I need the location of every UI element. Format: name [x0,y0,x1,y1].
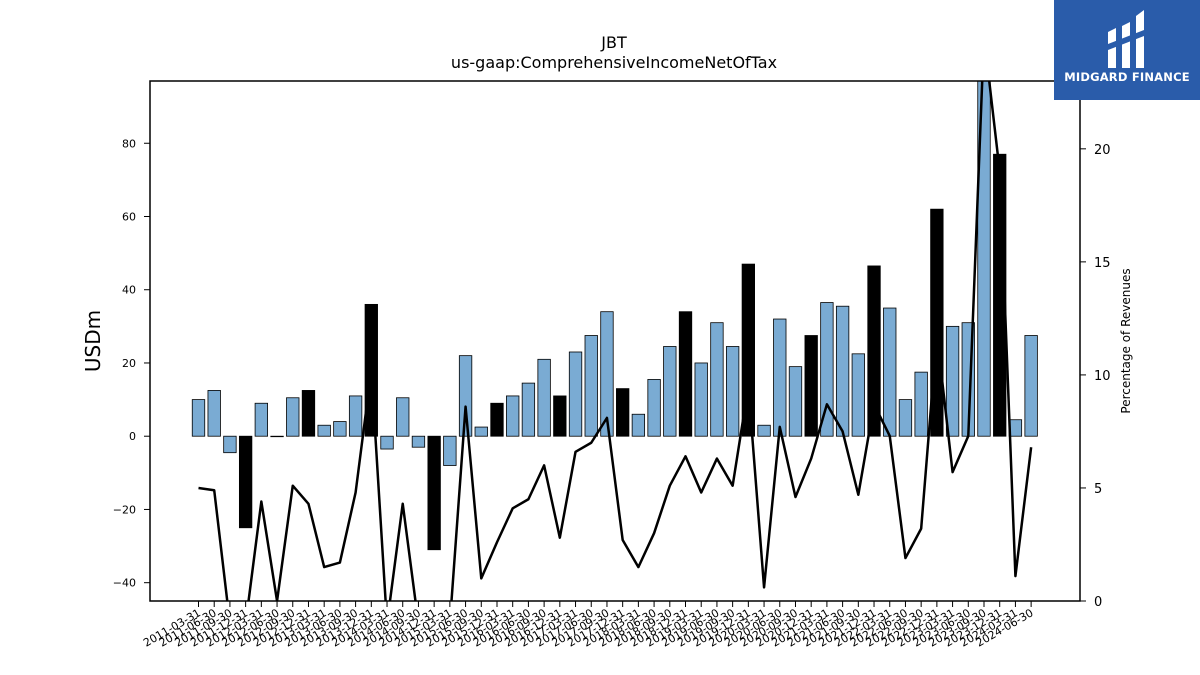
bar-2018-12-31 [678,311,693,437]
bar-2014-12-31 [427,435,441,551]
y2-tick-label: 15 [1094,256,1111,271]
y2-tick-label: 20 [1094,143,1111,158]
bar-2011-09-30 [223,435,237,454]
bar-2016-03-31 [506,395,520,437]
bar-2022-03-31 [883,307,897,437]
y-tick-label: 20 [122,357,136,370]
line-group [198,81,1033,601]
logo-text: MIDGARD FINANCE [1064,70,1190,84]
bar-2013-06-30 [333,421,347,437]
bar-2013-09-30 [348,395,363,437]
bar-2024-06-30 [1024,335,1038,437]
bar-2017-03-31 [568,351,583,437]
bar-2011-06-30 [207,390,221,437]
logo: MIDGARD FINANCE [1054,0,1200,100]
bar-2023-09-30 [977,81,991,437]
y-tick-label: 40 [122,284,136,297]
bar-2021-03-31 [820,302,834,437]
y2-axis-label: Percentage of Revenues [1119,268,1133,413]
bar-2020-09-30 [788,366,803,437]
bar-2017-12-31 [616,388,630,437]
bar-2012-03-31 [254,402,268,437]
bar-2021-09-30 [851,353,865,437]
y-tick-label: 0 [129,430,136,443]
bar-2017-06-30 [584,335,598,437]
bar-group [191,81,1038,551]
bar-2018-03-31 [631,413,646,437]
bar-2012-09-30 [286,397,300,437]
bar-2020-12-31 [804,335,818,437]
bar-2019-09-30 [725,346,740,437]
y-tick-label: −20 [113,503,136,516]
bar-2021-12-31 [867,265,881,437]
bar-2015-03-31 [443,435,457,466]
bar-2018-06-30 [647,379,661,437]
bar-2011-03-31 [191,399,206,437]
y-tick-label: 60 [122,210,136,223]
chart-subtitle: us-gaap:ComprehensiveIncomeNetOfTax [451,53,777,72]
y2-tick-label: 0 [1094,595,1102,610]
bar-2016-06-30 [521,382,536,437]
plot-frame [149,80,1081,602]
bar-2015-09-30 [474,426,488,437]
bar-2019-12-31 [741,263,755,437]
y-tick-label: 80 [122,137,136,150]
bar-2014-06-30 [396,397,410,437]
bar-2022-06-30 [898,399,913,437]
y-tick-label: −40 [113,577,136,590]
bar-2011-12-31 [238,435,253,529]
bar-2022-09-30 [914,371,928,437]
bar-2013-03-31 [317,424,331,437]
x-axis-ticks: 2011-03-312011-06-302011-09-302011-12-31… [141,601,1036,650]
bar-2012-12-31 [301,390,316,437]
bar-2015-06-30 [458,355,473,437]
y-axis-label: USDm [81,310,105,372]
y2-tick-label: 10 [1094,369,1111,384]
series-line [198,81,1033,601]
bar-2016-12-31 [553,395,567,437]
chart-title: JBT [600,33,627,52]
bar-2014-09-30 [411,435,426,448]
bar-2015-12-31 [490,402,504,437]
bar-2018-09-30 [663,346,677,437]
bar-2012-06-30 [270,435,284,438]
y-axis-ticks: −40 −20 0 20 40 60 80 [113,137,150,590]
bar-2014-03-31 [380,435,394,450]
bar-2017-09-30 [600,311,614,437]
y2-axis-ticks: 0 5 10 15 20 [1080,143,1111,610]
bar-2021-06-30 [835,305,850,437]
bar-2020-06-30 [773,318,787,437]
bar-2019-03-31 [694,362,708,437]
bar-2023-03-31 [945,325,960,437]
bar-2020-03-31 [757,424,771,437]
logo-icon [1108,10,1144,68]
bar-2019-06-30 [710,322,724,437]
y2-tick-label: 5 [1094,482,1102,497]
bar-2016-09-30 [537,358,551,437]
